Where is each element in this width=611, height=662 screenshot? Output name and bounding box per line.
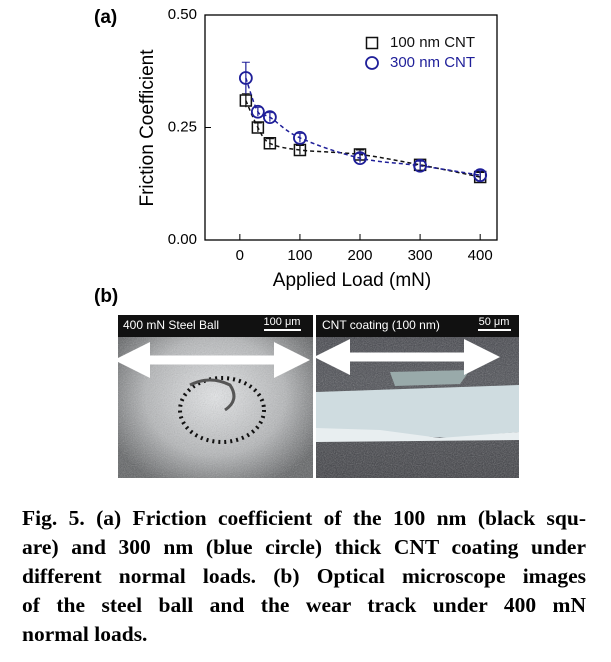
x-tick-label: 100 xyxy=(287,247,312,264)
marker xyxy=(262,110,277,125)
marker xyxy=(413,158,427,173)
micrograph-right: CNT coating (100 nm) 50 μm xyxy=(314,315,519,478)
marker xyxy=(251,121,265,134)
marker xyxy=(293,130,307,145)
y-tick-label: 0.50 xyxy=(168,6,197,23)
marker xyxy=(238,71,253,85)
legend-marker xyxy=(365,56,379,70)
panel-label: (b) xyxy=(94,286,118,307)
marker xyxy=(250,104,265,119)
marker xyxy=(263,137,277,150)
x-axis-label: Applied Load (mN) xyxy=(273,270,431,291)
plot: 0.00 0.25 0.50 0 100 200 300 400 100 nm CNT 300 n… xyxy=(168,6,493,264)
micrograph-title: CNT coating (100 nm) xyxy=(322,318,440,332)
panel-label: (a) xyxy=(94,7,117,28)
y-axis-label: Friction Coefficient xyxy=(137,49,158,207)
micrograph-left: 400 mN Steel Ball 100 μm xyxy=(114,315,313,478)
x-tick-label: 0 xyxy=(236,247,244,264)
scale-label: 50 μm xyxy=(479,316,510,328)
y-tick-label: 0.00 xyxy=(168,231,197,248)
caption-line: normal loads. xyxy=(22,622,148,646)
legend-label: 300 nm CNT xyxy=(390,54,475,71)
x-tick-label: 200 xyxy=(347,247,372,264)
y-tick-label: 0.25 xyxy=(168,118,197,135)
x-tick-label: 300 xyxy=(408,247,433,264)
caption-line: are) and 300 nm (blue circle) thick CNT … xyxy=(22,535,586,559)
marker xyxy=(239,94,253,107)
legend-marker xyxy=(365,36,379,50)
x-tick-label: 400 xyxy=(468,247,493,264)
caption-line: different normal loads. (b) Optical micr… xyxy=(22,564,586,588)
legend-label: 100 nm CNT xyxy=(390,34,475,51)
micrograph-title: 400 mN Steel Ball xyxy=(123,318,219,332)
figure: (a) Applied Load (mN) Friction Coefficie… xyxy=(94,6,519,478)
scale-label: 100 μm xyxy=(264,316,301,328)
trend-line xyxy=(245,100,481,178)
marker xyxy=(473,168,488,183)
caption-line: Fig. 5. (a) Friction coefficient of the … xyxy=(22,506,586,530)
caption-line: of the steel ball and the wear track und… xyxy=(22,593,586,617)
marker xyxy=(353,151,367,166)
